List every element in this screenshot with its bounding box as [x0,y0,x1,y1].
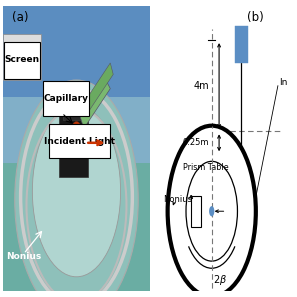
Bar [59,114,88,177]
Circle shape [74,126,79,137]
Text: $2\beta$: $2\beta$ [214,273,228,287]
Text: Capillary: Capillary [44,94,89,103]
Polygon shape [84,63,113,114]
Bar [235,26,248,63]
Bar [63,103,84,120]
Polygon shape [79,80,110,129]
FancyBboxPatch shape [43,81,89,116]
Bar [191,195,201,227]
Polygon shape [3,97,150,171]
Circle shape [209,206,214,216]
Text: (a): (a) [12,11,29,24]
Text: Incident Light: Incident Light [44,137,115,146]
Circle shape [186,161,238,261]
Polygon shape [3,163,150,291]
Text: Nonius: Nonius [6,252,41,261]
Text: Screen: Screen [4,55,40,64]
FancyBboxPatch shape [49,124,110,159]
Text: (b): (b) [247,11,264,24]
Text: 4m: 4m [194,81,209,91]
Circle shape [32,106,121,277]
Circle shape [15,80,138,297]
Bar [3,34,41,80]
Text: Prism Table: Prism Table [183,163,229,172]
Circle shape [71,121,82,141]
Polygon shape [3,6,150,163]
Text: 0.25m: 0.25m [182,138,209,147]
Text: Nonius: Nonius [163,195,192,204]
Circle shape [168,126,256,297]
Text: In: In [279,78,288,87]
FancyBboxPatch shape [4,42,40,79]
